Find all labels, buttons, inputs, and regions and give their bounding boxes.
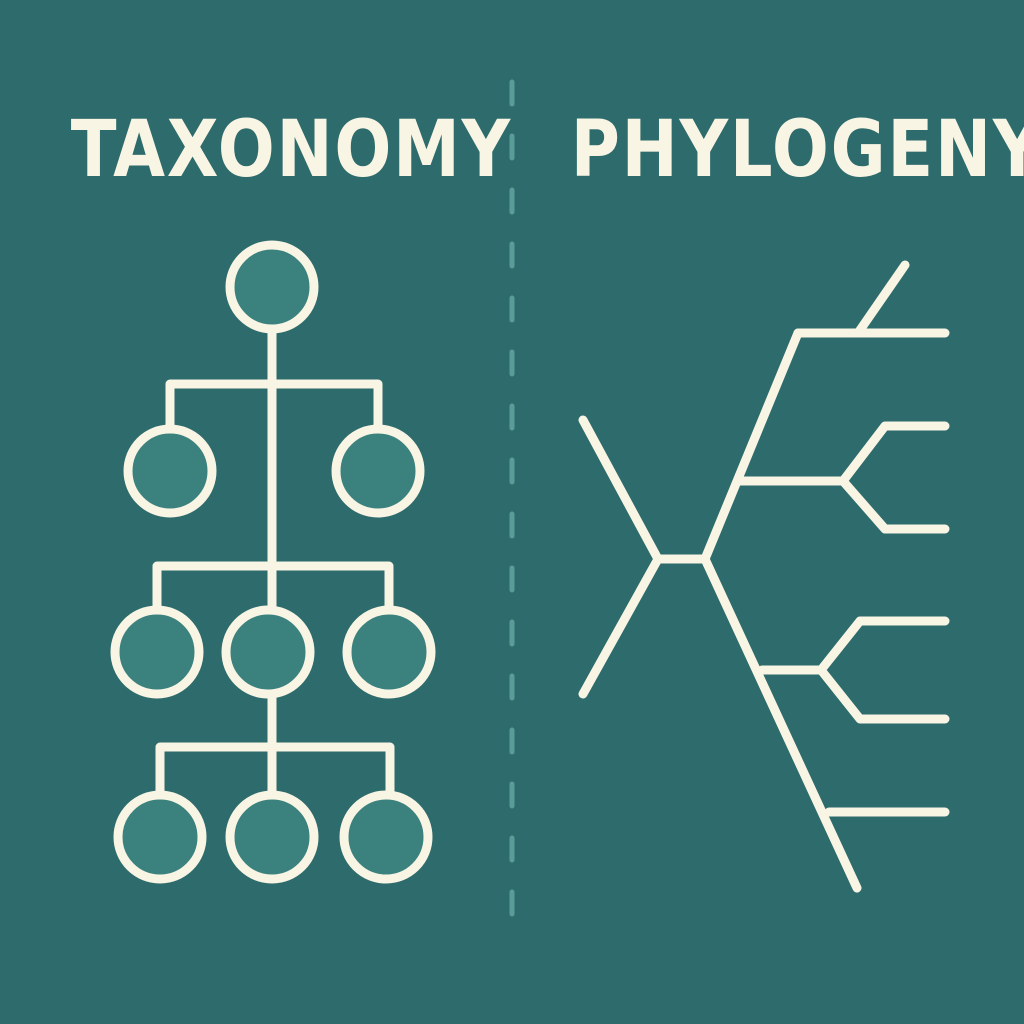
tree-node-level-4 <box>339 790 433 884</box>
lower-lineage <box>700 554 862 893</box>
bracket-level-3 <box>152 561 394 614</box>
taxonomy-title: TAXONOMY <box>70 105 512 195</box>
top-clade-branch <box>853 260 910 338</box>
tree-node-level-2 <box>331 424 425 518</box>
clade-a-fork <box>838 421 950 534</box>
tree-node-level-4 <box>225 790 319 884</box>
tree-node-level-3 <box>110 605 204 699</box>
upper-lineage <box>700 328 803 564</box>
phylogeny-title: PHYLOGENY <box>570 105 1024 195</box>
bracket-level-4 <box>155 742 395 800</box>
tree-node-level-4 <box>113 790 207 884</box>
tree-node-level-2 <box>123 424 217 518</box>
tree-node-root <box>225 240 319 334</box>
taxonomy-tree <box>152 324 395 803</box>
outgroup-branch <box>578 415 663 699</box>
bracket-level-2 <box>165 379 383 433</box>
tree-node-level-3 <box>342 605 436 699</box>
clade-b-fork <box>816 616 950 724</box>
phylogeny-tree <box>578 260 950 893</box>
tree-node-level-3 <box>221 605 315 699</box>
